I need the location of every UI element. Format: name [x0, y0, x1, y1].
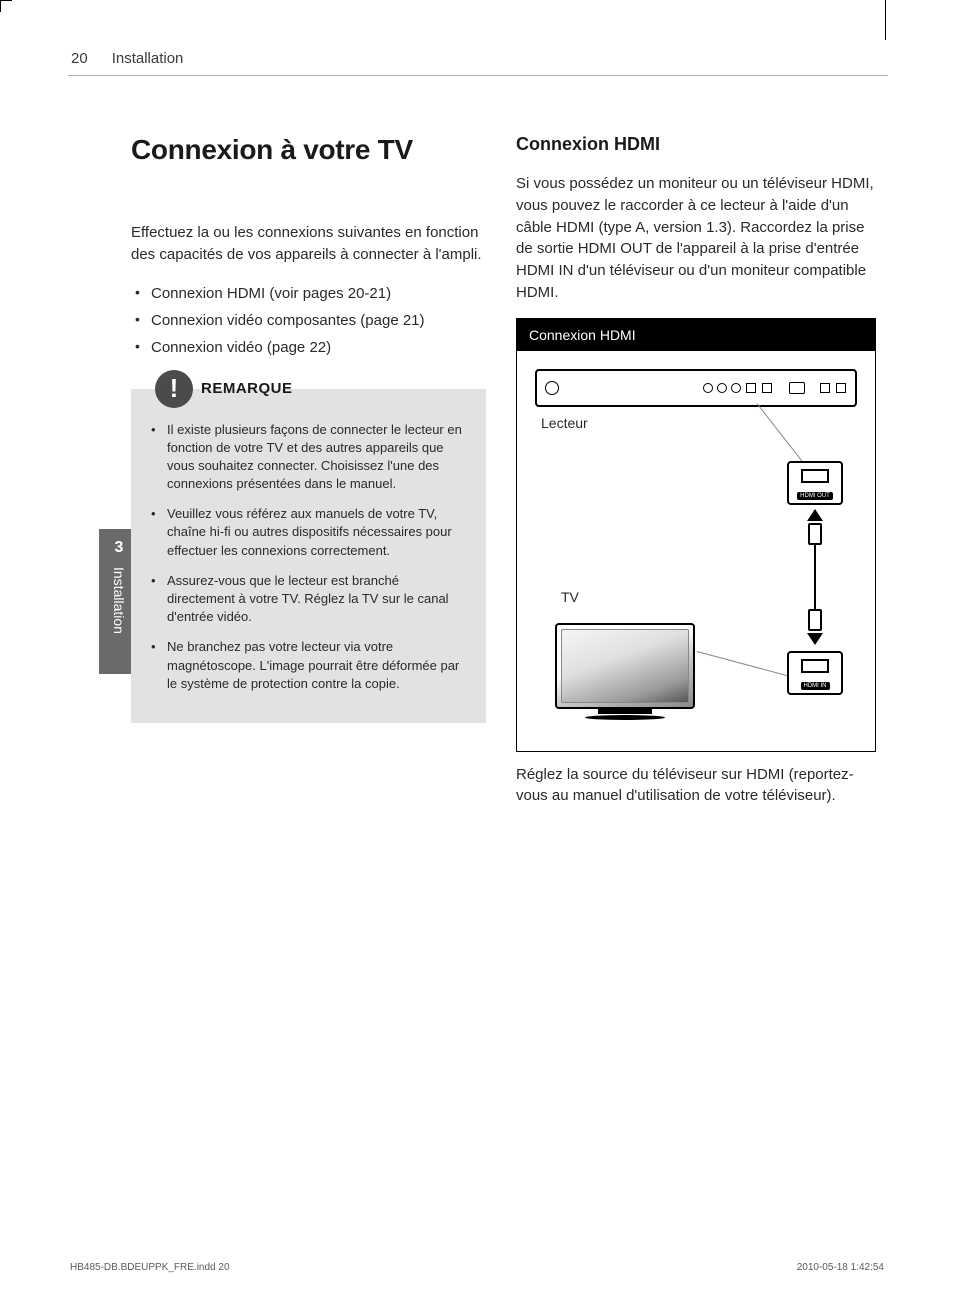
footer-filename: HB485-DB.BDEUPPK_FRE.indd 20	[70, 1262, 230, 1273]
page-header: 20 Installation	[68, 50, 888, 67]
hdmi-in-detail-icon: HDMI IN	[787, 651, 843, 695]
side-tab-label: Installation	[111, 567, 127, 634]
left-column: 3 Installation Connexion à votre TV Effe…	[131, 134, 486, 821]
connection-list: Connexion HDMI (voir pages 20-21) Connex…	[131, 280, 486, 361]
page-frame: 20 Installation 3 Installation Connexion…	[68, 50, 888, 821]
heading-main: Connexion à votre TV	[131, 134, 486, 166]
hdmi-intro: Si vous possédez un moniteur ou un télév…	[516, 173, 876, 304]
exclamation-icon: !	[155, 370, 193, 408]
hdmi-port-shape-icon	[801, 659, 829, 673]
hdmi-out-detail-icon: HDMI OUT	[787, 461, 843, 505]
page-number: 20	[71, 50, 88, 67]
player-label: Lecteur	[541, 415, 588, 431]
hdmi-out-label: HDMI OUT	[797, 492, 833, 500]
section-label: Installation	[112, 50, 184, 67]
arrow-up-icon	[807, 509, 823, 521]
list-item: Il existe plusieurs façons de connecter …	[167, 421, 470, 494]
lan-port-icon	[820, 383, 830, 393]
list-item: Connexion vidéo (page 22)	[151, 334, 486, 361]
hdmi-diagram: Connexion HDMI	[516, 318, 876, 752]
crop-mark-tr	[885, 0, 886, 40]
crop-mark-tl	[0, 0, 12, 12]
optical-port-icon	[762, 383, 772, 393]
av-port-icon	[703, 383, 713, 393]
hdmi-outro: Réglez la source du téléviseur sur HDMI …	[516, 764, 876, 808]
lan-port-icon	[836, 383, 846, 393]
footer-timestamp: 2010-05-18 1:42:54	[797, 1262, 884, 1273]
hdmi-plug-icon	[808, 609, 822, 631]
page-footer: HB485-DB.BDEUPPK_FRE.indd 20 2010-05-18 …	[70, 1262, 884, 1273]
hdmi-cable-icon	[805, 507, 825, 647]
remark-box: ! REMARQUE Il existe plusieurs façons de…	[131, 389, 486, 723]
remark-title: REMARQUE	[201, 380, 293, 397]
intro-paragraph: Effectuez la ou les connexions suivantes…	[131, 222, 486, 266]
remark-header: ! REMARQUE	[155, 370, 293, 408]
list-item: Ne branchez pas votre lecteur via votre …	[167, 638, 470, 693]
hdmi-plug-icon	[808, 523, 822, 545]
list-item: Connexion vidéo composantes (page 21)	[151, 307, 486, 334]
hdmi-in-label: HDMI IN	[801, 682, 830, 690]
heading-hdmi: Connexion HDMI	[516, 134, 876, 155]
side-tab-number: 3	[115, 539, 124, 557]
remark-list: Il existe plusieurs façons de connecter …	[147, 421, 470, 693]
arrow-down-icon	[807, 633, 823, 645]
tv-label: TV	[561, 589, 579, 605]
hdmi-port-icon	[789, 382, 805, 394]
hdmi-port-shape-icon	[801, 469, 829, 483]
content-columns: 3 Installation Connexion à votre TV Effe…	[68, 134, 888, 821]
list-item: Connexion HDMI (voir pages 20-21)	[151, 280, 486, 307]
list-item: Veuillez vous référez aux manuels de vot…	[167, 505, 470, 560]
diagram-body: Lecteur HDMI OUT TV	[517, 351, 875, 751]
av-port-icon	[717, 383, 727, 393]
diagram-title: Connexion HDMI	[517, 319, 875, 351]
av-port-icon	[731, 383, 741, 393]
tv-base-icon	[585, 715, 665, 720]
tv-icon	[555, 623, 695, 723]
header-rule	[68, 75, 888, 76]
list-item: Assurez-vous que le lecteur est branché …	[167, 572, 470, 627]
right-column: Connexion HDMI Si vous possédez un monit…	[516, 134, 876, 821]
cable-wire-icon	[814, 545, 816, 609]
power-port-icon	[545, 381, 559, 395]
tv-screen-icon	[555, 623, 695, 709]
optical-port-icon	[746, 383, 756, 393]
player-rear-panel-icon	[535, 369, 857, 407]
